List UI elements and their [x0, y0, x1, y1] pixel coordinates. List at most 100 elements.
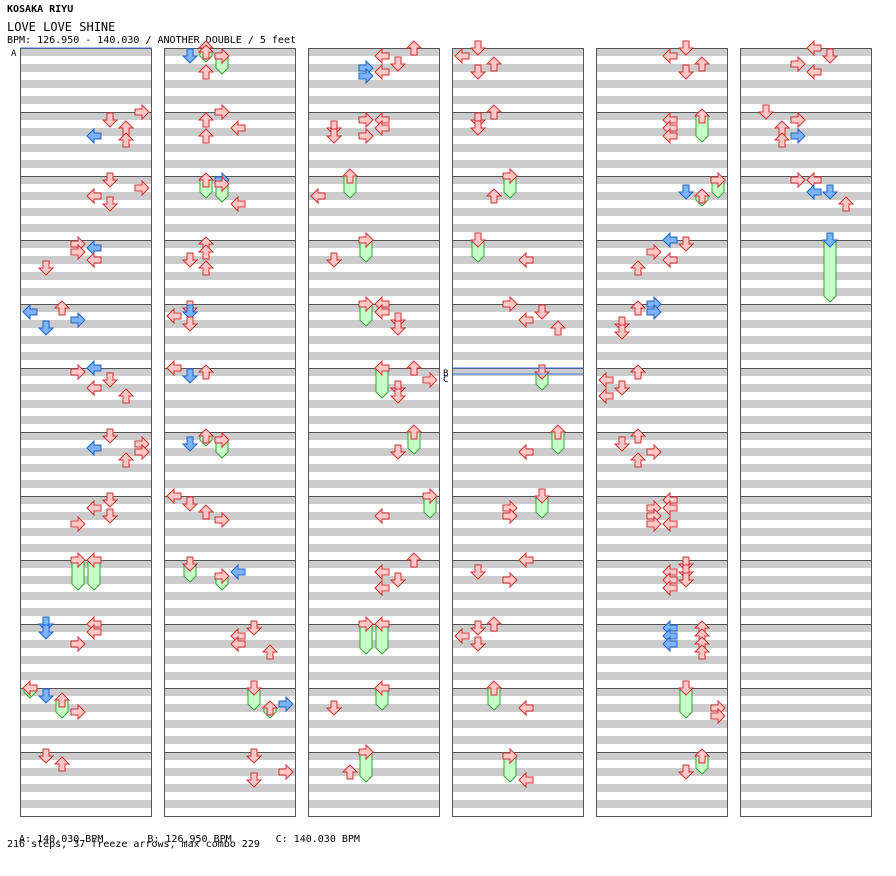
right-arrow-icon — [70, 551, 86, 569]
down-arrow-icon — [181, 316, 199, 332]
beat-stripe — [20, 224, 152, 232]
chart-stats: 216 steps, 37 freeze arrows, max combo 2… — [7, 839, 260, 850]
beat-stripe — [20, 416, 152, 424]
beat-stripe — [740, 160, 872, 168]
down-arrow-icon — [37, 688, 55, 704]
beat-stripe — [452, 80, 584, 88]
chart-column-5 — [596, 48, 728, 817]
right-arrow-icon — [134, 179, 150, 197]
beat-stripe — [308, 336, 440, 344]
beat-stripe — [20, 464, 152, 472]
up-arrow-icon — [629, 452, 647, 468]
beat-stripe — [596, 720, 728, 728]
beat-stripe — [20, 384, 152, 392]
down-arrow-icon — [101, 112, 119, 128]
beat-stripe — [740, 800, 872, 808]
beat-stripe — [308, 640, 440, 648]
beat-stripe — [452, 320, 584, 328]
up-arrow-icon — [485, 188, 503, 204]
chart-info: BPM: 126.950 - 140.030 / ANOTHER DOUBLE … — [7, 35, 296, 46]
beat-stripe — [740, 688, 872, 696]
beat-stripe — [452, 800, 584, 808]
down-arrow-icon — [389, 444, 407, 460]
beat-stripe — [452, 144, 584, 152]
right-arrow-icon — [790, 111, 806, 129]
down-arrow-icon — [757, 104, 775, 120]
beat-stripe — [596, 128, 728, 136]
beat-stripe — [308, 656, 440, 664]
left-arrow-icon — [166, 307, 182, 325]
down-arrow-icon — [389, 572, 407, 588]
beat-stripe — [596, 400, 728, 408]
down-arrow-icon — [325, 128, 343, 144]
left-arrow-icon — [374, 47, 390, 65]
left-arrow-icon — [230, 195, 246, 213]
beat-stripe — [20, 336, 152, 344]
left-arrow-icon — [374, 507, 390, 525]
beat-stripe — [740, 240, 872, 248]
bpm-legend-a: A: 140.030 BPM — [19, 834, 104, 845]
beat-stripe — [308, 192, 440, 200]
right-arrow-icon — [278, 695, 294, 713]
beat-stripe — [740, 448, 872, 456]
beat-stripe — [452, 784, 584, 792]
right-arrow-icon — [646, 443, 662, 461]
beat-stripe — [308, 176, 440, 184]
left-arrow-icon — [598, 387, 614, 405]
beat-stripe — [740, 704, 872, 712]
right-arrow-icon — [70, 635, 86, 653]
right-arrow-icon — [502, 295, 518, 313]
beat-stripe — [20, 320, 152, 328]
beat-stripe — [308, 240, 440, 248]
beat-stripe — [596, 96, 728, 104]
down-arrow-icon — [677, 236, 695, 252]
beat-stripe — [452, 640, 584, 648]
down-arrow-icon — [181, 48, 199, 64]
right-arrow-icon — [358, 127, 374, 145]
beat-stripe — [164, 240, 296, 248]
beat-stripe — [452, 480, 584, 488]
right-arrow-icon — [646, 303, 662, 321]
beat-stripe — [452, 736, 584, 744]
beat-stripe — [308, 256, 440, 264]
up-arrow-icon — [117, 132, 135, 148]
down-arrow-icon — [101, 172, 119, 188]
down-arrow-icon — [469, 564, 487, 580]
beat-stripe — [596, 752, 728, 760]
beat-stripe — [20, 144, 152, 152]
down-arrow-icon — [101, 508, 119, 524]
beat-stripe — [596, 528, 728, 536]
beat-stripe — [164, 224, 296, 232]
beat-stripe — [452, 464, 584, 472]
beat-stripe — [164, 576, 296, 584]
beat-stripe — [164, 160, 296, 168]
beat-stripe — [452, 656, 584, 664]
left-arrow-icon — [662, 47, 678, 65]
beat-stripe — [740, 576, 872, 584]
beat-stripe — [452, 288, 584, 296]
down-arrow-icon — [677, 64, 695, 80]
beat-stripe — [164, 304, 296, 312]
beat-stripe — [20, 768, 152, 776]
artist-name: KOSAKA RIYU — [7, 4, 74, 15]
beat-stripe — [20, 208, 152, 216]
bpm-legend: A: 140.030 BPM B: 126.950 BPM C: 140.030 B… — [7, 825, 404, 845]
left-arrow-icon — [374, 63, 390, 81]
beat-stripe — [740, 352, 872, 360]
beat-stripe — [596, 736, 728, 744]
beat-stripe — [164, 640, 296, 648]
beat-stripe — [596, 352, 728, 360]
beat-stripe — [596, 496, 728, 504]
right-arrow-icon — [214, 567, 230, 585]
up-arrow-icon — [197, 504, 215, 520]
chart-column-3 — [308, 48, 440, 817]
beat-stripe — [596, 288, 728, 296]
left-arrow-icon — [518, 699, 534, 717]
beat-stripe — [740, 80, 872, 88]
beat-stripe — [740, 672, 872, 680]
left-arrow-icon — [86, 623, 102, 641]
right-arrow-icon — [214, 175, 230, 193]
beat-stripe — [308, 608, 440, 616]
beat-stripe — [164, 800, 296, 808]
up-arrow-icon — [693, 56, 711, 72]
